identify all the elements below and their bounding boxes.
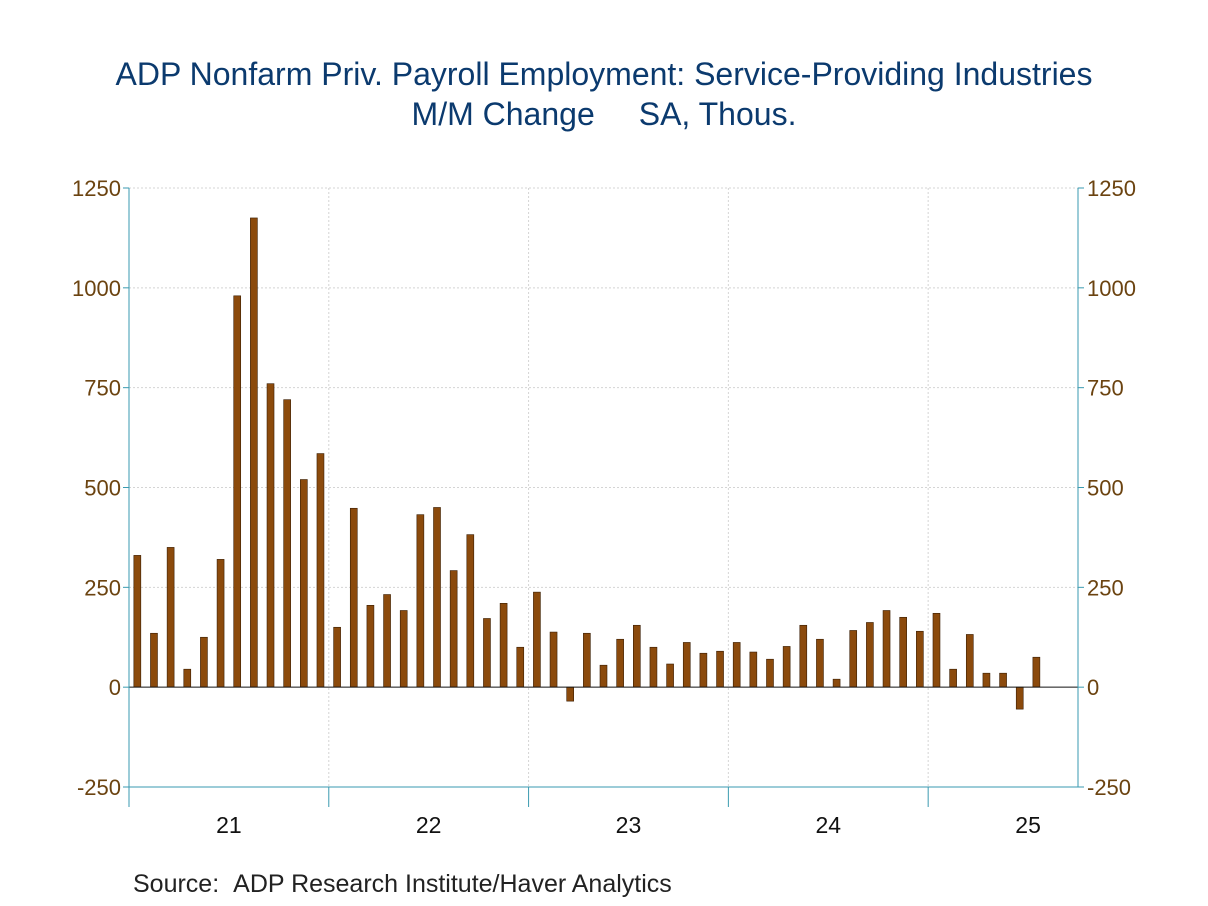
bar: [799, 624, 808, 688]
bar: [949, 668, 957, 688]
x-tick-label: 23: [616, 812, 642, 838]
bar: [449, 570, 458, 688]
x-tick-label: 24: [815, 812, 841, 838]
bar: [716, 650, 724, 688]
y-tick-label-right: 500: [1087, 476, 1124, 501]
y-tick-label-right: 1000: [1087, 276, 1136, 301]
bar: [566, 686, 574, 702]
bar: [1015, 686, 1024, 710]
bar: [416, 514, 425, 688]
x-tick-label: 22: [416, 812, 442, 838]
bar: [699, 652, 708, 688]
bar: [266, 383, 275, 688]
bar-series: [133, 217, 1041, 710]
x-tick-label: 25: [1015, 812, 1041, 838]
y-tick-label-left: 1250: [72, 176, 121, 201]
bar: [216, 559, 225, 688]
y-tick-label-left: -250: [77, 775, 121, 800]
bar: [533, 591, 541, 688]
bar: [349, 507, 358, 688]
bar: [999, 672, 1007, 688]
source-note: Source: ADP Research Institute/Haver Anal…: [133, 870, 672, 899]
bar: [882, 610, 891, 688]
y-tick-label-right: -250: [1087, 775, 1131, 800]
bar: [300, 479, 308, 688]
y-tick-label-right: 0: [1087, 675, 1099, 700]
subtitle-change: M/M Change: [411, 96, 595, 132]
subtitle-units: SA, Thous.: [638, 96, 797, 132]
bar: [899, 616, 907, 688]
bar: [682, 642, 691, 688]
bar: [483, 618, 491, 688]
bar: [183, 668, 192, 688]
bar: [916, 630, 924, 688]
bar: [816, 638, 824, 688]
bar: [666, 663, 674, 688]
bar: [250, 217, 258, 688]
bar: [200, 636, 208, 688]
bar: [599, 664, 608, 688]
bar: [832, 678, 841, 688]
bar: [782, 646, 791, 688]
bar: [466, 534, 475, 688]
chart-subtitle: M/M Change SA, Thous.: [0, 94, 1208, 134]
bar: [133, 555, 142, 688]
bar: [233, 295, 242, 688]
bar: [616, 638, 624, 688]
bar: [166, 547, 175, 688]
source-label: Source:: [133, 870, 220, 898]
bar: [766, 658, 774, 688]
bar: [866, 622, 874, 688]
bar: [366, 605, 375, 688]
bar: [516, 646, 525, 688]
source-text: ADP Research Institute/Haver Analytics: [233, 870, 672, 898]
bar: [499, 603, 508, 688]
bar: [549, 631, 558, 688]
bar: [633, 624, 641, 688]
tick-labels: -250 -250 0 0 250 250 500 500 750 750 1000 1000 1250…: [72, 176, 1136, 838]
bar: [965, 634, 974, 688]
chart-title: ADP Nonfarm Priv. Payroll Employment: Se…: [115, 56, 1093, 92]
bar: [583, 632, 591, 688]
y-tick-label-left: 0: [109, 675, 121, 700]
bar: [333, 626, 341, 688]
bar: [749, 651, 758, 688]
bar: [732, 642, 741, 688]
bar: [316, 453, 325, 688]
bar: [283, 399, 291, 688]
bar: [433, 507, 441, 688]
bar: [150, 632, 158, 688]
bar: [982, 672, 991, 688]
bar: [649, 646, 658, 688]
y-tick-label-right: 1250: [1087, 176, 1136, 201]
y-tick-label-right: 250: [1087, 575, 1124, 600]
y-tick-label-left: 250: [84, 575, 121, 600]
bar: [383, 594, 391, 688]
y-tick-label-left: 750: [84, 376, 121, 401]
bar: [932, 612, 941, 688]
y-tick-label-left: 500: [84, 476, 121, 501]
axes: [123, 187, 1084, 807]
y-tick-label-right: 750: [1087, 376, 1124, 401]
y-tick-label-left: 1000: [72, 276, 121, 301]
x-tick-label: 21: [216, 812, 242, 838]
bar: [1032, 656, 1041, 688]
bar: [399, 610, 408, 688]
bar: [849, 630, 858, 688]
